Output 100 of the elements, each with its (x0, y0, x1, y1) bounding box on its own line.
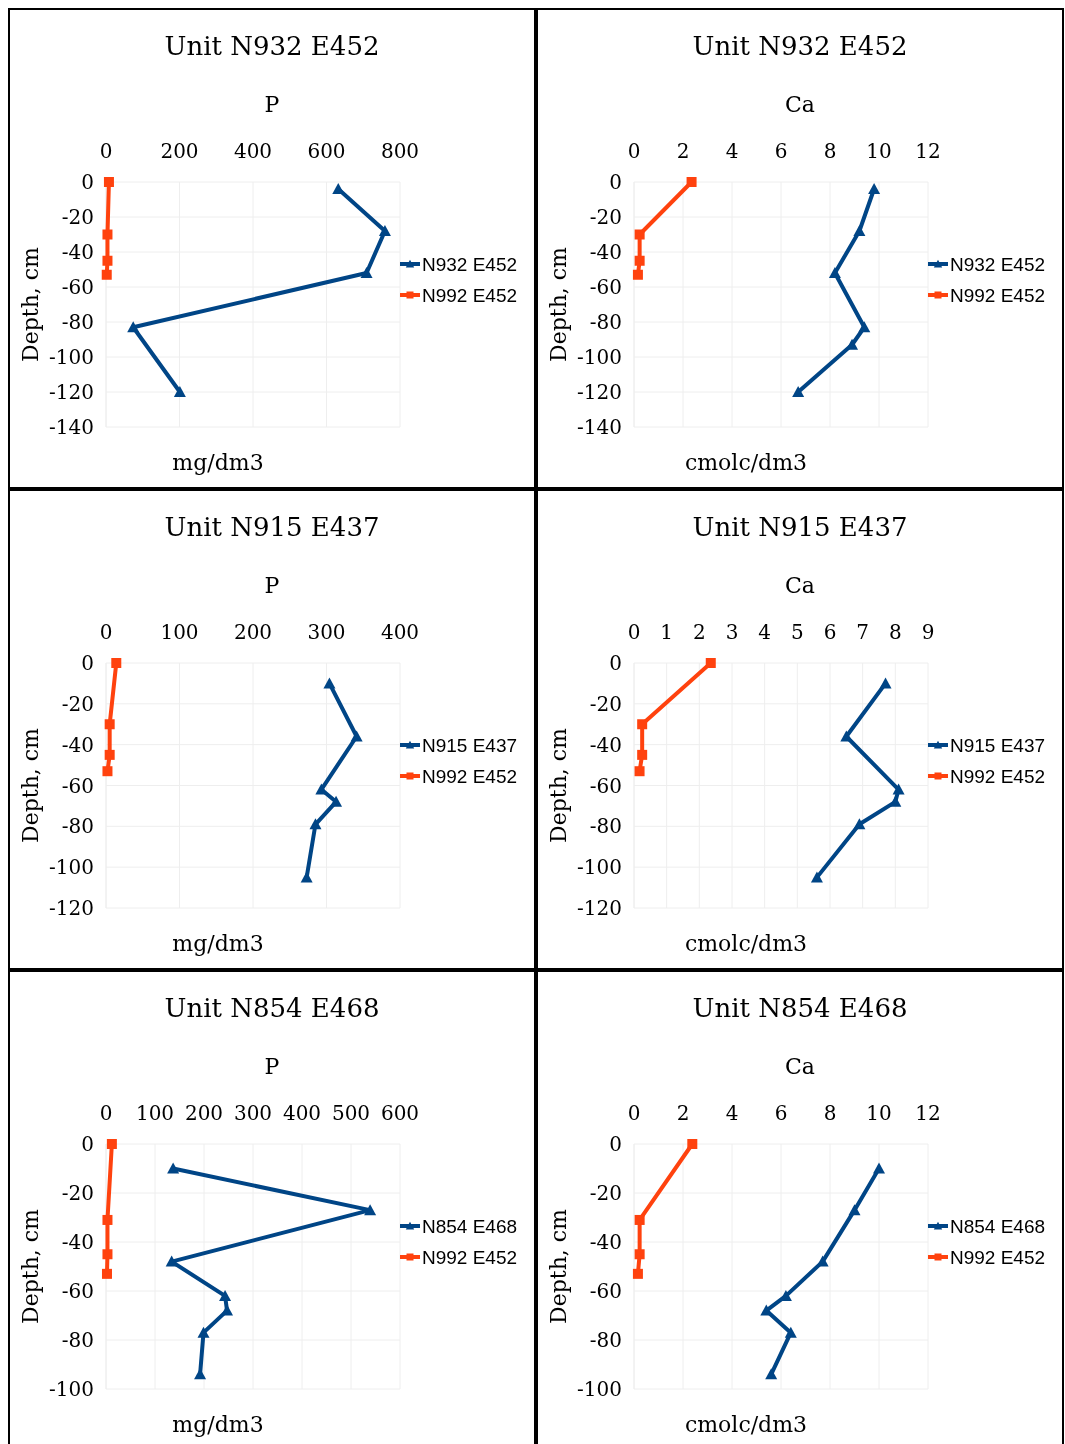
point (378, 225, 391, 236)
x-axis-title: mg/dm3 (172, 931, 264, 956)
x-tick-label: 400 (380, 620, 420, 644)
legend-label: N854 E468 (950, 1216, 1046, 1237)
point (111, 658, 122, 668)
x-tick-label: 1 (660, 620, 674, 644)
legend-label: N915 E437 (422, 735, 518, 756)
x-tick-label: 500 (331, 1101, 371, 1125)
y-tick-label: -120 (49, 896, 94, 920)
y-tick-label: -40 (589, 1230, 622, 1254)
x-axis-title: mg/dm3 (172, 1412, 264, 1437)
x-tick-label: 3 (725, 620, 739, 644)
y-tick-label: -20 (589, 1181, 622, 1205)
y-tick-label: -40 (589, 240, 622, 264)
legend-label: N992 E452 (422, 285, 518, 306)
point (165, 1255, 178, 1267)
y-tick-label: -60 (589, 1279, 622, 1303)
y-tick-label: -60 (61, 275, 94, 299)
x-tick-label: 5 (790, 620, 804, 644)
point (632, 1268, 643, 1279)
point (102, 766, 113, 777)
point (102, 1214, 113, 1225)
y-tick-label: -120 (577, 896, 622, 920)
point (792, 386, 805, 397)
x-tick-label: 600 (307, 139, 346, 163)
x-axis-title: cmolc/dm3 (684, 450, 808, 475)
point (350, 730, 363, 742)
x-tick-label: 6 (823, 620, 837, 644)
x-tick-label: 800 (380, 139, 420, 163)
point (687, 1139, 698, 1149)
x-tick-label: 2 (692, 620, 706, 644)
y-tick-label: 0 (81, 1132, 94, 1156)
x-tick-label: 12 (915, 1101, 941, 1125)
point (104, 719, 115, 730)
y-tick-label: -60 (61, 773, 94, 798)
y-tick-label: 0 (81, 651, 94, 675)
y-tick-label: -80 (589, 310, 622, 334)
y-tick-label: -40 (61, 240, 94, 264)
chart-subtitle: Ca (785, 1054, 815, 1079)
x-tick-label: 400 (282, 1101, 322, 1125)
x-tick-label: 2 (676, 139, 690, 163)
point (127, 321, 140, 333)
y-tick-label: -140 (49, 415, 94, 439)
x-tick-label: 2 (676, 1101, 690, 1125)
y-axis-title: Depth, cm (546, 1208, 571, 1324)
chart-title: Unit N932 E452 (164, 31, 380, 61)
x-tick-label: 0 (99, 139, 113, 163)
point (173, 386, 186, 397)
y-axis-title: Depth, cm (18, 727, 43, 843)
point (686, 177, 697, 187)
point (634, 1214, 645, 1225)
x-tick-label: 12 (915, 139, 941, 163)
y-tick-label: 0 (609, 1132, 622, 1156)
point (765, 1368, 778, 1380)
y-tick-label: -20 (61, 205, 94, 229)
point (828, 267, 841, 278)
x-tick-label: 400 (233, 139, 273, 163)
x-tick-label: 200 (160, 139, 199, 163)
point (634, 229, 645, 240)
x-tick-label: 9 (921, 620, 935, 644)
point (810, 871, 823, 883)
y-tick-label: -100 (577, 855, 622, 880)
x-tick-label: 0 (99, 1101, 113, 1125)
y-tick-label: -60 (589, 773, 622, 798)
x-tick-label: 100 (135, 1101, 175, 1125)
point (868, 183, 881, 194)
chart-title: Unit N915 E437 (692, 512, 908, 542)
y-axis-title: Depth, cm (546, 727, 571, 843)
y-tick-label: 0 (81, 170, 94, 194)
point (705, 658, 716, 668)
x-tick-label: 600 (380, 1101, 420, 1125)
point (101, 269, 112, 280)
legend-label: N992 E452 (422, 1247, 518, 1268)
y-tick-label: -80 (61, 814, 94, 839)
legend-label: N932 E452 (950, 254, 1046, 275)
y-tick-label: -80 (61, 310, 94, 334)
point (103, 177, 114, 187)
point (637, 749, 648, 760)
y-tick-label: -100 (577, 1377, 622, 1401)
chart-title: Unit N854 E468 (692, 993, 908, 1023)
y-tick-label: -100 (49, 1377, 94, 1401)
point (330, 795, 343, 807)
chart-title: Unit N932 E452 (692, 31, 908, 61)
point (892, 783, 905, 795)
x-tick-label: 10 (866, 1101, 892, 1125)
y-tick-label: -40 (589, 732, 622, 757)
point (102, 229, 113, 240)
y-axis-title: Depth, cm (546, 246, 571, 362)
y-axis-title: Depth, cm (18, 246, 43, 362)
point (858, 321, 871, 333)
x-tick-label: 0 (627, 620, 641, 644)
y-tick-label: -60 (589, 275, 622, 299)
y-tick-label: -20 (589, 205, 622, 229)
legend-label: N992 E452 (950, 285, 1046, 306)
point (106, 1139, 117, 1149)
legend-label: N992 E452 (950, 1247, 1046, 1268)
chart-subtitle: Ca (785, 573, 815, 598)
point (219, 1289, 232, 1301)
x-tick-label: 8 (823, 139, 837, 163)
point (360, 267, 373, 278)
